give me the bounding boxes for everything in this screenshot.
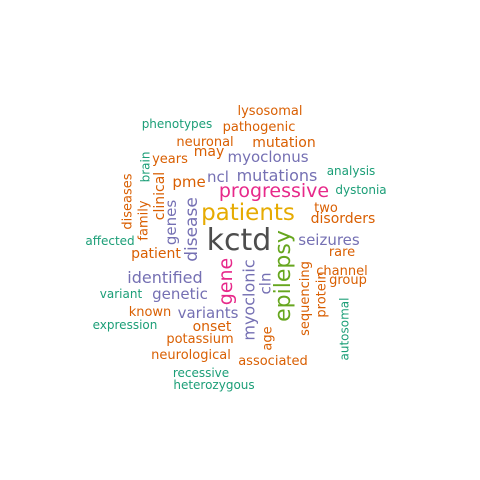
word-sequencing: sequencing xyxy=(297,260,313,336)
word-age: age xyxy=(260,325,276,351)
word-years: years xyxy=(152,151,188,167)
word-lysosomal: lysosomal xyxy=(237,103,303,119)
word-autosomal: autosomal xyxy=(336,297,351,361)
word-progressive: progressive xyxy=(218,179,330,202)
word-neurological: neurological xyxy=(151,347,231,363)
word-ncl: ncl xyxy=(207,167,229,186)
word-disease: disease xyxy=(181,196,202,262)
word-family: family xyxy=(136,199,152,241)
word-clinical: clinical xyxy=(152,171,168,221)
word-variant: variant xyxy=(99,287,143,301)
word-pathogenic: pathogenic xyxy=(222,119,296,135)
word-disorders: disorders xyxy=(310,211,376,227)
word-brain: brain xyxy=(138,151,152,183)
word-patient: patient xyxy=(131,246,181,262)
word-analysis: analysis xyxy=(326,164,376,178)
word-two: two xyxy=(314,200,338,216)
word-phenotypes: phenotypes xyxy=(141,117,213,131)
word-group: group xyxy=(329,272,367,288)
word-genetic: genetic xyxy=(152,284,208,303)
word-may: may xyxy=(193,144,225,160)
word-diseases: diseases xyxy=(120,172,136,230)
word-protein: protein xyxy=(314,270,330,318)
word-pme: pme xyxy=(172,172,206,191)
word-expression: expression xyxy=(92,318,158,332)
word-gene: gene xyxy=(215,257,238,305)
word-onset: onset xyxy=(192,319,232,335)
word-neuronal: neuronal xyxy=(176,134,234,150)
word-potassium: potassium xyxy=(166,331,234,347)
word-known: known xyxy=(128,304,172,320)
word-variants: variants xyxy=(177,303,239,322)
word-myoclonus: myoclonus xyxy=(227,147,309,166)
word-patients: patients xyxy=(201,199,295,226)
word-channel: channel xyxy=(316,263,368,279)
word-cln: cln xyxy=(256,272,275,294)
word-recessive: recessive xyxy=(172,366,230,380)
word-identified: identified xyxy=(127,268,203,287)
word-heterozygous: heterozygous xyxy=(173,378,255,392)
word-dystonia: dystonia xyxy=(335,183,387,197)
word-associated: associated xyxy=(238,353,308,369)
word-affected: affected xyxy=(85,234,135,248)
word-rare: rare xyxy=(328,244,356,260)
word-mutations: mutations xyxy=(236,166,318,185)
word-mutation: mutation xyxy=(252,135,316,151)
word-kctd: kctd xyxy=(206,223,272,258)
word-seizures: seizures xyxy=(298,230,360,249)
word-epilepsy: epilepsy xyxy=(271,230,296,322)
